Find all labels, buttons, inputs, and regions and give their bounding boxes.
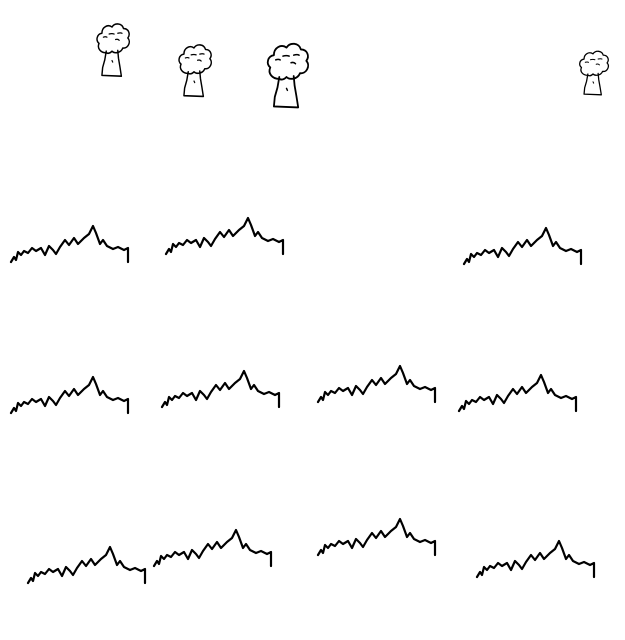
- grass-tuft-2: grass-tuft-icon: [166, 218, 283, 254]
- grass-tuft-11: grass-tuft-icon: [477, 541, 594, 577]
- grass-tuft-1: grass-tuft-icon: [11, 226, 128, 262]
- grass-tuft-3: grass-tuft-icon: [464, 228, 581, 264]
- grass-tuft-4: grass-tuft-icon: [11, 377, 128, 413]
- grass-tuft-9: grass-tuft-icon: [154, 530, 271, 566]
- grass-tuft-5: grass-tuft-icon: [162, 371, 279, 407]
- grass-tuft-6: grass-tuft-icon: [318, 366, 435, 402]
- tree-4: tree-icon: [580, 51, 609, 95]
- tree-3: tree-icon: [268, 44, 308, 108]
- grass-tuft-7: grass-tuft-icon: [459, 375, 576, 411]
- tree-1: tree-icon: [97, 24, 129, 76]
- grass-tuft-8: grass-tuft-icon: [28, 547, 145, 583]
- tree-2: tree-icon: [179, 45, 211, 97]
- grass-tuft-10: grass-tuft-icon: [318, 519, 435, 555]
